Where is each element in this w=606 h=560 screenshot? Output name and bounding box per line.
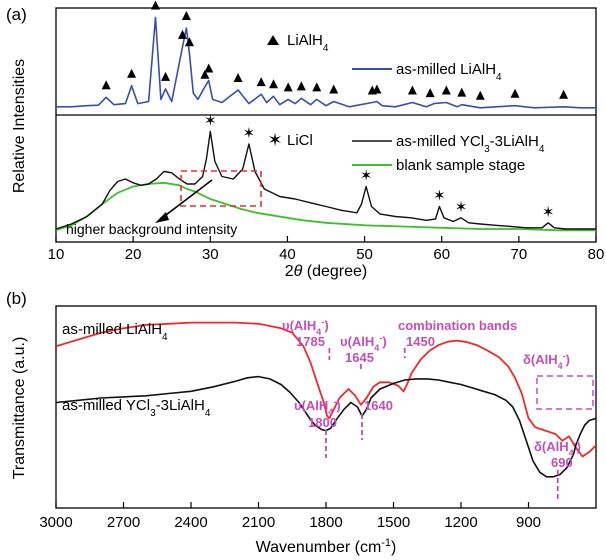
x-tick-label: 900 <box>516 514 541 531</box>
x-tick-label: 2100 <box>242 514 275 531</box>
highlight-box <box>180 170 262 207</box>
lialh4-peak-triangle <box>181 11 191 20</box>
legend-as-milled-ycl3: as-milled YCl3-3LiAlH4 <box>352 133 545 155</box>
legend-lialh4: LiAlH4 <box>267 32 329 54</box>
lialh4-peak-triangle <box>296 81 306 91</box>
x-tick-label: 2700 <box>107 514 140 531</box>
x-tick-label: 1500 <box>377 514 410 531</box>
lialh4-peak-triangle <box>178 29 188 39</box>
svg-text:LiCl: LiCl <box>287 132 313 149</box>
label-as-milled-lialh4-ir: as-milled LiAlH4 <box>62 321 168 343</box>
series-as-milled-lialh4-ir <box>56 321 596 458</box>
svg-text:as-milled LiAlH4: as-milled LiAlH4 <box>396 61 502 83</box>
band-value-1640: 1640 <box>364 398 393 413</box>
lialh4-peak-triangle <box>407 85 417 95</box>
x-tick-label: 10 <box>48 246 65 263</box>
x-tick-label: 20 <box>125 246 142 263</box>
svg-text:blank sample stage: blank sample stage <box>396 157 525 174</box>
x-tick-label: 70 <box>511 246 528 263</box>
lialh4-peak-triangle <box>269 79 279 89</box>
band-guide-lines <box>325 348 559 500</box>
licl-peak-asterisk: ✶ <box>542 204 555 221</box>
lialh4-peak-triangle <box>425 88 435 98</box>
arrow-head-icon <box>155 212 169 223</box>
panel-b-x-ticks: 3000 2700 2400 2100 1800 1500 1200 900 <box>39 502 541 531</box>
svg-text:LiAlH4: LiAlH4 <box>287 32 329 54</box>
panel-a-ylabel: Relative Intensities <box>11 59 28 193</box>
asterisk-marker-icon: ✶ <box>267 130 282 150</box>
lialh4-peak-triangle <box>200 69 210 79</box>
x-tick-label: 1800 <box>309 514 342 531</box>
lialh4-peak-triangle <box>161 71 171 81</box>
band-value-1450: 1450 <box>406 334 435 349</box>
panel-b-xlabel: Wavenumber (cm-1) <box>256 537 397 556</box>
band-value-1785: 1785 <box>296 334 325 349</box>
panel-a-label: (a) <box>6 5 27 24</box>
svg-text:Transmittance (a.u.): Transmittance (a.u.) <box>11 337 28 480</box>
licl-peak-markers: ✶ ✶ ✶ ✶ ✶ ✶ <box>204 113 554 221</box>
x-tick-label: 80 <box>588 246 605 263</box>
lialh4-peak-triangle <box>441 85 451 95</box>
lialh4-peak-triangle <box>127 68 137 78</box>
label-as-milled-ycl3-ir: as-milled YCl3-3LiAlH4 <box>62 397 211 419</box>
lialh4-peak-triangle <box>372 84 382 94</box>
panel-a-xlabel: 2θ (degree) <box>285 263 368 280</box>
band-value-1645: 1645 <box>345 350 374 365</box>
lialh4-peak-triangle <box>151 0 161 10</box>
licl-peak-asterisk: ✶ <box>360 168 373 185</box>
panel-b-ylabel: Transmittance (a.u.) <box>11 337 28 480</box>
panel-a-frame <box>55 7 597 243</box>
licl-peak-asterisk: ✶ <box>455 199 468 216</box>
band-label-delta-red: δ(AlH4-) <box>523 351 570 371</box>
x-tick-label: 50 <box>356 246 373 263</box>
annotation-arrow <box>161 179 213 219</box>
x-tick-label: 30 <box>202 246 219 263</box>
svg-text:Relative Intensities: Relative Intensities <box>11 59 28 193</box>
svg-text:as-milled YCl3-3LiAlH4: as-milled YCl3-3LiAlH4 <box>396 133 545 155</box>
annotation-higher-background: higher background intensity <box>66 221 237 237</box>
series-as-milled-ycl3-3lialh4-xrd <box>56 130 596 230</box>
x-tick-label: 3000 <box>39 514 72 531</box>
lialh4-peak-triangle <box>256 77 266 87</box>
x-tick-label: 40 <box>279 246 296 263</box>
legend-licl: ✶ LiCl <box>267 130 312 150</box>
lialh4-peak-triangle <box>204 63 214 73</box>
panel-b: (b) Transmittance (a.u.) 3000 2700 2400 210… <box>6 289 597 556</box>
lialh4-peak-markers <box>101 0 569 100</box>
triangle-marker-icon <box>267 35 279 45</box>
delta-region-box <box>536 375 594 410</box>
licl-peak-asterisk: ✶ <box>433 188 446 205</box>
panel-b-label: (b) <box>6 289 27 308</box>
band-value-690: 690 <box>551 455 573 470</box>
panel-a: (a) Relative Intensities 10 20 30 40 50 60 70 8… <box>6 0 605 280</box>
lialh4-peak-triangle <box>559 89 569 99</box>
x-tick-label: 1200 <box>444 514 477 531</box>
lialh4-peak-triangle <box>475 90 485 100</box>
lialh4-peak-triangle <box>457 87 467 97</box>
panel-a-x-ticks: 10 20 30 40 50 60 70 80 <box>48 236 605 263</box>
band-label-delta-black: δ(AlH4-) <box>534 438 581 458</box>
series-as-milled-ycl3-3lialh4-ir <box>56 375 596 478</box>
licl-peak-asterisk: ✶ <box>243 125 256 142</box>
legend-as-milled-lialh4: as-milled LiAlH4 <box>352 61 502 83</box>
licl-peak-asterisk: ✶ <box>204 113 217 130</box>
lialh4-peak-triangle <box>184 37 194 47</box>
lialh4-peak-triangle <box>283 82 293 92</box>
lialh4-peak-triangle <box>510 88 520 98</box>
lialh4-peak-triangle <box>329 84 339 94</box>
series-as-milled-lialh4-xrd <box>56 16 596 109</box>
band-label-nu-red-2: υ(AlH4-) <box>340 333 387 353</box>
band-value-1800: 1800 <box>308 415 337 430</box>
band-label-nu-red-1: υ(AlH4-) <box>282 317 329 337</box>
legend-blank-sample-stage: blank sample stage <box>352 157 525 174</box>
x-tick-label: 60 <box>433 246 450 263</box>
lialh4-peak-triangle <box>101 80 111 90</box>
series-blank-sample-stage <box>56 181 596 232</box>
band-label-nu-black: υ(AlH4-) <box>294 397 341 417</box>
combination-bands-label: combination bands <box>398 318 517 333</box>
lialh4-peak-triangle <box>312 82 322 92</box>
lialh4-peak-triangle <box>233 72 243 82</box>
x-tick-label: 2400 <box>174 514 207 531</box>
